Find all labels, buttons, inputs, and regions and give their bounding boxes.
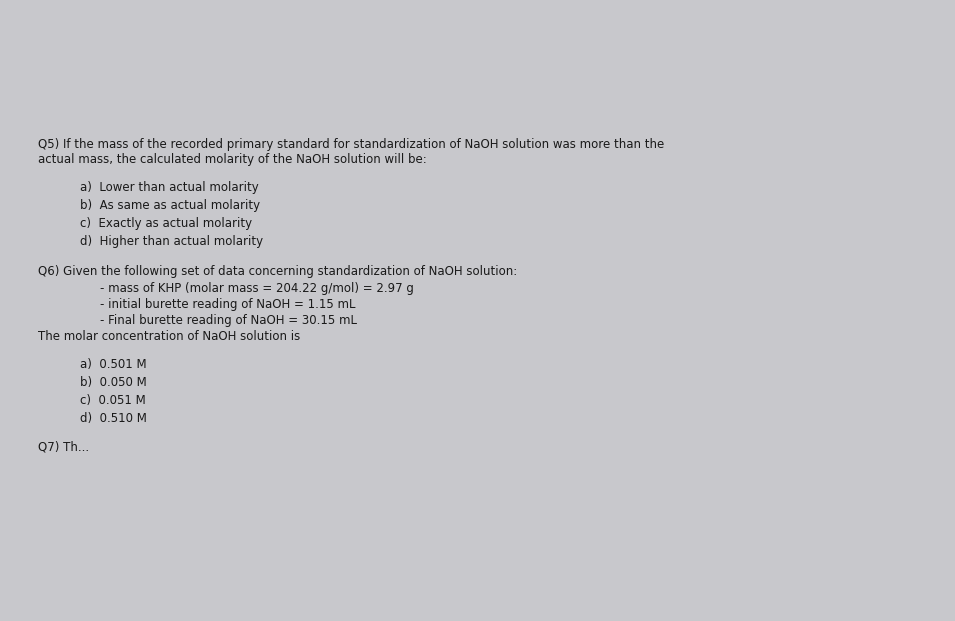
Text: b)  0.050 M: b) 0.050 M [80,376,147,389]
Text: - initial burette reading of NaOH = 1.15 mL: - initial burette reading of NaOH = 1.15… [100,298,355,311]
Text: c)  0.051 M: c) 0.051 M [80,394,146,407]
Text: d)  Higher than actual molarity: d) Higher than actual molarity [80,235,264,248]
Text: a)  Lower than actual molarity: a) Lower than actual molarity [80,181,259,194]
Text: Q5) If the mass of the recorded primary standard for standardization of NaOH sol: Q5) If the mass of the recorded primary … [38,138,665,151]
Text: a)  0.501 M: a) 0.501 M [80,358,147,371]
Text: d)  0.510 M: d) 0.510 M [80,412,147,425]
Text: - mass of KHP (molar mass = 204.22 g/mol) = 2.97 g: - mass of KHP (molar mass = 204.22 g/mol… [100,282,414,295]
Text: The molar concentration of NaOH solution is: The molar concentration of NaOH solution… [38,330,300,343]
Text: - Final burette reading of NaOH = 30.15 mL: - Final burette reading of NaOH = 30.15 … [100,314,357,327]
Text: Q7) Th...: Q7) Th... [38,440,89,453]
Text: c)  Exactly as actual molarity: c) Exactly as actual molarity [80,217,252,230]
Text: actual mass, the calculated molarity of the NaOH solution will be:: actual mass, the calculated molarity of … [38,153,427,166]
Text: Q6) Given the following set of data concerning standardization of NaOH solution:: Q6) Given the following set of data conc… [38,265,518,278]
Text: b)  As same as actual molarity: b) As same as actual molarity [80,199,260,212]
